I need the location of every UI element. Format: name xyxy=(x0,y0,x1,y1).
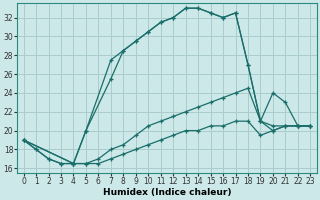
X-axis label: Humidex (Indice chaleur): Humidex (Indice chaleur) xyxy=(103,188,231,197)
